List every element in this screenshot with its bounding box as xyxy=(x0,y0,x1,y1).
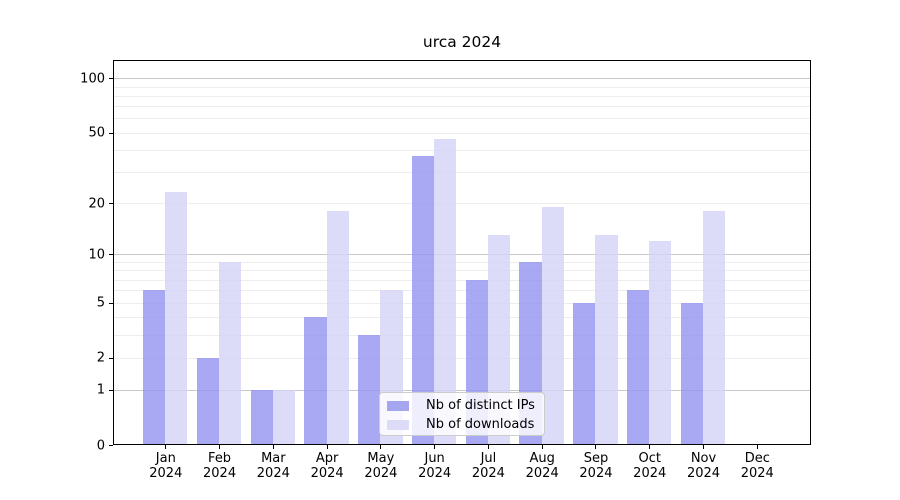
x-tickmark-may xyxy=(380,445,382,449)
legend-box: Nb of distinct IPs Nb of downloads xyxy=(379,392,545,436)
y-tickmark-10 xyxy=(109,254,113,255)
x-tickmark-aug xyxy=(541,445,543,449)
x-tick-label-nov: Nov 2024 xyxy=(686,451,721,481)
y-tick-label-50: 50 xyxy=(88,125,105,141)
gridline-major-1 xyxy=(114,389,810,391)
bar-ips-nov xyxy=(680,302,703,444)
gridline-minor-20 xyxy=(114,203,810,205)
gridline-minor-30 xyxy=(114,172,810,174)
legend-swatch-ips xyxy=(387,401,409,411)
bar-downloads-jun xyxy=(434,139,457,444)
y-tickmark-0 xyxy=(109,445,113,446)
bar-downloads-mar xyxy=(272,389,296,444)
gridline-minor-60 xyxy=(114,118,810,120)
legend-row-ips: Nb of distinct IPs xyxy=(387,397,544,415)
y-tick-label-20: 20 xyxy=(88,196,105,212)
gridline-minor-4 xyxy=(114,317,810,319)
bar-downloads-sep xyxy=(595,235,618,444)
bar-downloads-apr xyxy=(326,211,349,444)
x-tick-label-jul: Jul 2024 xyxy=(471,451,505,481)
x-tickmark-mar xyxy=(272,445,274,449)
gridline-minor-50 xyxy=(114,132,810,134)
y-tickmark-5 xyxy=(109,303,113,304)
legend-label-downloads: Nb of downloads xyxy=(426,417,535,432)
gridline-minor-40 xyxy=(114,149,810,151)
bar-downloads-jul xyxy=(487,235,511,444)
plot-area: Nb of distinct IPs Nb of downloads xyxy=(113,60,811,445)
bar-ips-jun xyxy=(411,155,435,444)
legend-row-downloads: Nb of downloads xyxy=(387,416,544,434)
gridline-minor-9 xyxy=(114,262,810,264)
y-tickmark-100 xyxy=(109,78,113,79)
bar-ips-mar xyxy=(250,389,273,444)
y-tick-label-5: 5 xyxy=(96,295,105,311)
bar-ips-apr xyxy=(304,317,327,444)
bar-downloads-nov xyxy=(703,211,726,444)
y-tick-label-2: 2 xyxy=(96,350,105,366)
x-tickmark-jul xyxy=(487,445,489,449)
y-tick-label-100: 100 xyxy=(80,71,105,87)
gridline-minor-80 xyxy=(114,95,810,97)
bar-downloads-aug xyxy=(541,206,564,444)
x-tickmark-feb xyxy=(219,445,221,449)
legend-label-ips: Nb of distinct IPs xyxy=(426,398,535,413)
y-tick-label-1: 1 xyxy=(96,382,105,398)
gridline-minor-6 xyxy=(114,290,810,292)
x-tickmark-jun xyxy=(434,445,436,449)
bar-downloads-oct xyxy=(649,241,672,444)
gridline-minor-8 xyxy=(114,270,810,272)
y-tickmark-20 xyxy=(109,203,113,204)
legend-swatch-downloads xyxy=(387,420,409,430)
bar-downloads-jan xyxy=(165,192,188,444)
y-tick-label-0: 0 xyxy=(96,438,105,453)
y-tickmark-50 xyxy=(109,133,113,134)
gridline-minor-5 xyxy=(114,302,810,304)
x-tickmark-dec xyxy=(756,445,758,449)
x-tick-label-mar: Mar 2024 xyxy=(256,451,290,481)
x-tick-label-jun: Jun 2024 xyxy=(418,451,452,481)
x-tickmark-apr xyxy=(326,445,328,449)
x-tick-label-oct: Oct 2024 xyxy=(633,451,667,481)
y-tickmark-2 xyxy=(109,358,113,359)
y-tick-label-10: 10 xyxy=(88,247,105,263)
gridline-minor-3 xyxy=(114,334,810,336)
x-tick-label-jan: Jan 2024 xyxy=(149,451,183,481)
x-tickmark-nov xyxy=(703,445,704,449)
bar-ips-sep xyxy=(573,302,596,444)
x-tick-label-dec: Dec 2024 xyxy=(740,451,774,481)
bar-ips-jan xyxy=(143,290,166,444)
gridline-minor-7 xyxy=(114,279,810,281)
gridline-minor-2 xyxy=(114,357,810,359)
bar-ips-may xyxy=(358,334,381,444)
gridline-minor-70 xyxy=(114,106,810,108)
y-tickmark-1 xyxy=(109,390,113,391)
bar-downloads-feb xyxy=(219,262,242,444)
x-tick-label-may: May 2024 xyxy=(364,451,398,481)
x-tickmark-oct xyxy=(649,445,651,449)
x-tick-label-sep: Sep 2024 xyxy=(579,451,613,481)
x-tick-label-apr: Apr 2024 xyxy=(310,451,344,481)
gridline-major-100 xyxy=(114,78,810,80)
x-tick-label-aug: Aug 2024 xyxy=(525,451,559,481)
gridline-major-10 xyxy=(114,254,810,256)
x-tickmark-sep xyxy=(595,445,597,449)
x-tickmark-jan xyxy=(165,445,167,449)
x-tick-label-feb: Feb 2024 xyxy=(203,451,237,481)
gridline-minor-90 xyxy=(114,86,810,88)
bar-ips-oct xyxy=(627,290,650,444)
chart-title: urca 2024 xyxy=(422,33,502,51)
bar-ips-feb xyxy=(196,357,220,444)
